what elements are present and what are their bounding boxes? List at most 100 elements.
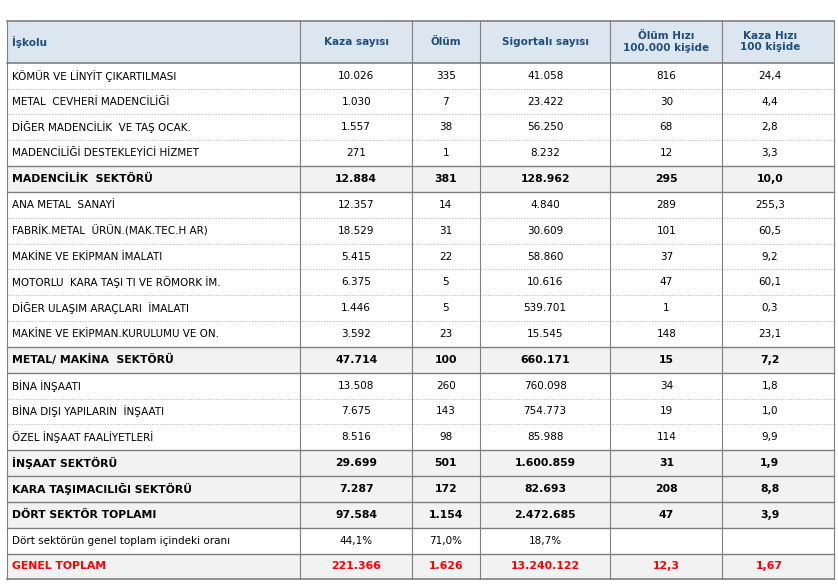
- Text: KÖMÜR VE LİNYİT ÇIKARTILMASI: KÖMÜR VE LİNYİT ÇIKARTILMASI: [12, 70, 176, 82]
- Text: 85.988: 85.988: [527, 432, 563, 443]
- Bar: [7, 424, 834, 450]
- Text: 22: 22: [439, 251, 453, 262]
- Text: MOTORLU  KARA TAŞI TI VE RÖMORK İM.: MOTORLU KARA TAŞI TI VE RÖMORK İM.: [12, 276, 220, 288]
- Text: 10.616: 10.616: [527, 277, 563, 288]
- Bar: [7, 399, 834, 424]
- Text: 1,0: 1,0: [762, 406, 778, 417]
- Text: 100: 100: [435, 355, 458, 365]
- Text: 260: 260: [436, 380, 456, 391]
- Bar: [7, 218, 834, 244]
- Text: 31: 31: [439, 225, 453, 236]
- Text: 23.422: 23.422: [527, 96, 563, 107]
- Text: 6.375: 6.375: [341, 277, 371, 288]
- Text: 47: 47: [660, 277, 673, 288]
- Text: 68: 68: [660, 122, 673, 133]
- Text: 30.609: 30.609: [527, 225, 563, 236]
- Text: 1.446: 1.446: [341, 303, 371, 313]
- Text: 15.545: 15.545: [527, 329, 563, 339]
- Text: KARA TAŞIMACILIĞI SEKTÖRÜ: KARA TAŞIMACILIĞI SEKTÖRÜ: [12, 483, 192, 495]
- Text: 208: 208: [655, 484, 678, 494]
- Text: 754.773: 754.773: [524, 406, 566, 417]
- Text: 7.287: 7.287: [339, 484, 374, 494]
- Text: 1: 1: [663, 303, 670, 313]
- Text: 47.714: 47.714: [335, 355, 377, 365]
- Text: 295: 295: [655, 174, 678, 184]
- Text: 15: 15: [659, 355, 674, 365]
- Text: 29.699: 29.699: [335, 458, 377, 468]
- Bar: [7, 347, 834, 373]
- Bar: [7, 373, 834, 399]
- Text: Dört sektörün genel toplam içindeki oranı: Dört sektörün genel toplam içindeki oran…: [12, 535, 230, 546]
- Text: FABRİK.METAL  ÜRÜN.(MAK.TEC.H AR): FABRİK.METAL ÜRÜN.(MAK.TEC.H AR): [12, 225, 208, 237]
- Text: 97.584: 97.584: [335, 510, 377, 520]
- Text: 1.626: 1.626: [428, 561, 463, 572]
- Text: 7,2: 7,2: [760, 355, 779, 365]
- Text: 4.840: 4.840: [530, 200, 560, 210]
- Text: 1,67: 1,67: [756, 561, 784, 572]
- Text: 4,4: 4,4: [762, 96, 778, 107]
- Text: GENEL TOPLAM: GENEL TOPLAM: [12, 561, 106, 572]
- Text: Ölüm: Ölüm: [431, 36, 461, 47]
- Text: 10.026: 10.026: [338, 70, 375, 81]
- Text: 172: 172: [435, 484, 458, 494]
- Text: 37: 37: [660, 251, 673, 262]
- Text: 8,8: 8,8: [760, 484, 779, 494]
- Text: METAL/ MAKİNA  SEKTÖRÜ: METAL/ MAKİNA SEKTÖRÜ: [12, 355, 173, 365]
- Bar: [7, 114, 834, 140]
- Text: 3.592: 3.592: [341, 329, 371, 339]
- Text: 71,0%: 71,0%: [429, 535, 463, 546]
- Bar: [7, 476, 834, 502]
- Text: 18,7%: 18,7%: [529, 535, 561, 546]
- Text: 1.030: 1.030: [341, 96, 371, 107]
- Text: 23,1: 23,1: [758, 329, 781, 339]
- Text: 13.240.122: 13.240.122: [510, 561, 580, 572]
- Text: MADENCİLİK  SEKTÖRÜ: MADENCİLİK SEKTÖRÜ: [12, 174, 153, 184]
- Text: 143: 143: [436, 406, 456, 417]
- Text: 18.529: 18.529: [338, 225, 375, 236]
- Text: 1.557: 1.557: [341, 122, 371, 133]
- Text: 271: 271: [346, 148, 366, 158]
- Text: İşkolu: İşkolu: [12, 36, 47, 48]
- Bar: [7, 450, 834, 476]
- Text: 289: 289: [656, 200, 676, 210]
- Bar: [7, 89, 834, 114]
- Text: 34: 34: [660, 380, 673, 391]
- Text: 56.250: 56.250: [527, 122, 563, 133]
- Bar: [7, 192, 834, 218]
- Text: 7.675: 7.675: [341, 406, 371, 417]
- Text: 3,3: 3,3: [762, 148, 778, 158]
- Text: DÖRT SEKTÖR TOPLAMI: DÖRT SEKTÖR TOPLAMI: [12, 510, 156, 520]
- Text: Kaza sayısı: Kaza sayısı: [323, 36, 389, 47]
- Bar: [7, 63, 834, 89]
- Text: 101: 101: [656, 225, 676, 236]
- Text: 82.693: 82.693: [524, 484, 566, 494]
- Text: 60,5: 60,5: [758, 225, 781, 236]
- Text: MADENCİLİĞİ DESTEKLEYİCİ HİZMET: MADENCİLİĞİ DESTEKLEYİCİ HİZMET: [12, 148, 199, 158]
- Text: MAKİNE VE EKİPMAN İMALATI: MAKİNE VE EKİPMAN İMALATI: [12, 251, 162, 262]
- Text: 660.171: 660.171: [520, 355, 570, 365]
- Bar: [7, 244, 834, 269]
- Text: 5: 5: [442, 303, 449, 313]
- Text: 539.701: 539.701: [524, 303, 566, 313]
- Text: 3,9: 3,9: [760, 510, 779, 520]
- Text: 9,2: 9,2: [762, 251, 778, 262]
- Text: 760.098: 760.098: [524, 380, 566, 391]
- Text: 7: 7: [442, 96, 449, 107]
- Text: 14: 14: [439, 200, 453, 210]
- Text: 1: 1: [442, 148, 449, 158]
- Text: 221.366: 221.366: [331, 561, 381, 572]
- Text: İNŞAAT SEKTÖRÜ: İNŞAAT SEKTÖRÜ: [12, 457, 117, 469]
- Text: BİNA DIŞI YAPILARIN  İNŞAATI: BİNA DIŞI YAPILARIN İNŞAATI: [12, 406, 164, 417]
- Text: 12.884: 12.884: [335, 174, 377, 184]
- Text: 30: 30: [660, 96, 673, 107]
- Text: 31: 31: [659, 458, 674, 468]
- Text: 41.058: 41.058: [527, 70, 563, 81]
- Text: 98: 98: [439, 432, 453, 443]
- Bar: [7, 295, 834, 321]
- Text: 38: 38: [439, 122, 453, 133]
- Text: Ölüm Hızı
100.000 kişide: Ölüm Hızı 100.000 kişide: [623, 31, 710, 52]
- Text: METAL  CEVHERİ MADENCİLİĞİ: METAL CEVHERİ MADENCİLİĞİ: [12, 96, 169, 107]
- Text: BİNA İNŞAATI: BİNA İNŞAATI: [12, 380, 80, 392]
- Text: 8.232: 8.232: [530, 148, 560, 158]
- Text: 8.516: 8.516: [341, 432, 371, 443]
